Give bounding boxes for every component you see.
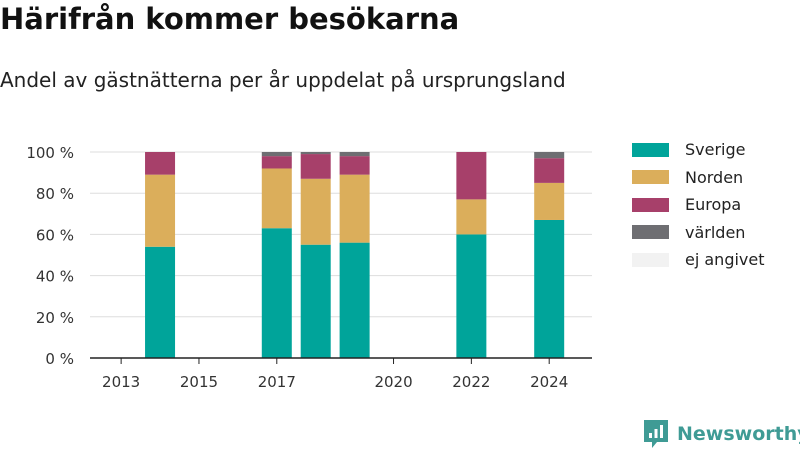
bar-segment-europa-2022 bbox=[456, 152, 487, 200]
legend-label: Europa bbox=[685, 195, 742, 215]
legend-item: ej angivet bbox=[632, 246, 765, 274]
bar-segment-norden-2014 bbox=[145, 174, 176, 247]
bar-segment-sverige-2024 bbox=[534, 219, 565, 358]
bar-segment-världen-2019 bbox=[339, 152, 370, 157]
bar-segment-sverige-2022 bbox=[456, 234, 487, 358]
bar-segment-norden-2019 bbox=[339, 174, 370, 243]
bar-segment-europa-2018 bbox=[300, 154, 331, 179]
y-tick-label: 40 % bbox=[36, 268, 74, 286]
chart-subtitle: Andel av gästnätterna per år uppdelat på… bbox=[0, 68, 566, 92]
y-tick-label: 100 % bbox=[26, 144, 74, 162]
y-tick-label: 20 % bbox=[36, 309, 74, 327]
legend-item: världen bbox=[632, 219, 765, 247]
bar-segment-europa-2014 bbox=[145, 152, 176, 175]
bar-segment-europa-2024 bbox=[534, 158, 565, 183]
legend-swatch bbox=[632, 170, 669, 185]
legend-item: Europa bbox=[632, 191, 765, 219]
brand: Newsworthy bbox=[644, 420, 800, 448]
legend-swatch bbox=[632, 225, 669, 240]
y-tick-label: 0 % bbox=[45, 350, 74, 368]
y-tick-label: 80 % bbox=[36, 185, 74, 203]
chart-legend: Sverige Norden Europa världen ej angivet bbox=[632, 136, 765, 274]
bar-segment-världen-2018 bbox=[300, 152, 331, 155]
newsworthy-logo-icon bbox=[644, 420, 668, 448]
x-tick-label: 2017 bbox=[258, 373, 296, 391]
y-tick-label: 60 % bbox=[36, 226, 74, 244]
x-tick-label: 2013 bbox=[102, 373, 140, 391]
legend-label: Sverige bbox=[685, 140, 746, 160]
legend-label: Norden bbox=[685, 167, 744, 187]
bar-segment-europa-2017 bbox=[261, 156, 292, 169]
brand-name: Newsworthy bbox=[677, 423, 800, 445]
x-tick-label: 2015 bbox=[180, 373, 218, 391]
legend-swatch bbox=[632, 197, 669, 212]
bar-segment-sverige-2014 bbox=[145, 246, 176, 358]
bar-segment-sverige-2019 bbox=[339, 242, 370, 358]
legend-swatch bbox=[632, 252, 669, 267]
bar-segment-norden-2017 bbox=[261, 168, 292, 229]
legend-swatch bbox=[632, 142, 669, 157]
legend-label: ej angivet bbox=[685, 250, 765, 270]
x-tick-label: 2024 bbox=[530, 373, 568, 391]
x-tick-label: 2020 bbox=[374, 373, 412, 391]
bar-segment-norden-2022 bbox=[456, 199, 487, 235]
bar-segment-världen-2017 bbox=[261, 152, 292, 157]
bar-segment-världen-2024 bbox=[534, 152, 565, 159]
bar-segment-europa-2019 bbox=[339, 156, 370, 175]
legend-item: Norden bbox=[632, 164, 765, 192]
chart-title: Härifrån kommer besökarna bbox=[0, 2, 460, 36]
bar-segment-norden-2018 bbox=[300, 178, 331, 245]
bar-segment-norden-2024 bbox=[534, 182, 565, 220]
bar-segment-sverige-2018 bbox=[300, 244, 331, 358]
legend-item: Sverige bbox=[632, 136, 765, 164]
bar-segment-sverige-2017 bbox=[261, 228, 292, 358]
x-tick-label: 2022 bbox=[452, 373, 490, 391]
legend-label: världen bbox=[685, 222, 746, 242]
